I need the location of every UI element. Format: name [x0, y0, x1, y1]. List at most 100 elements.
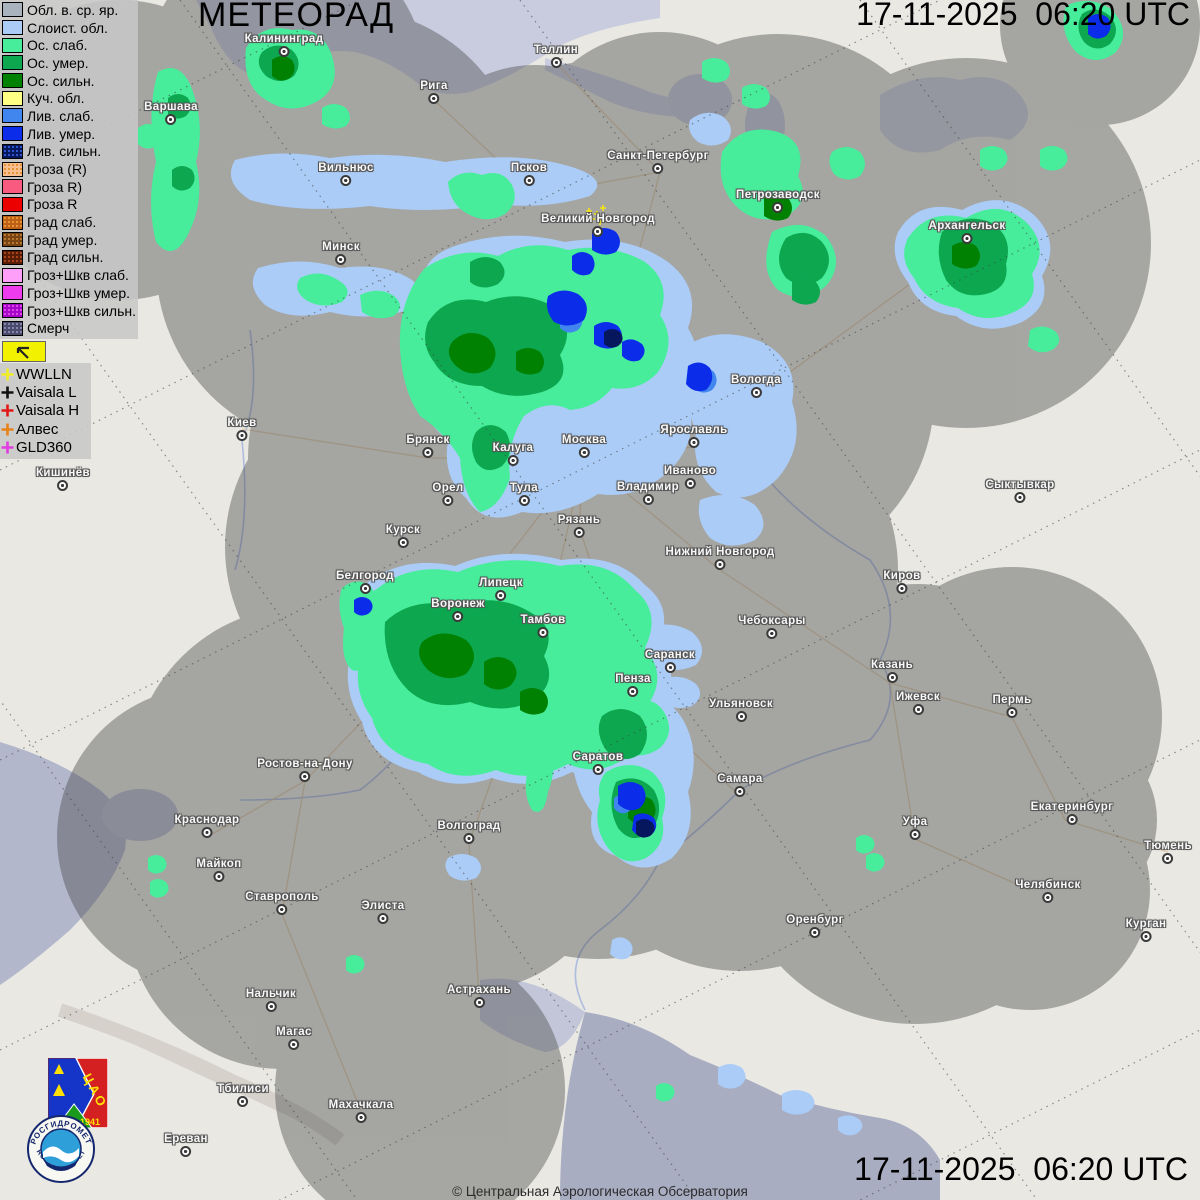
lightning-source-label: WWLLN	[16, 365, 72, 383]
precip-area-g_light	[525, 743, 554, 812]
legend-label: Лив. сильн.	[27, 143, 102, 160]
lightning-cross-icon	[1, 368, 14, 381]
precip-area-g_light	[856, 835, 875, 854]
legend-swatch	[2, 179, 23, 195]
lightning-source-row: Vaisala H	[1, 402, 91, 420]
legend-label: Гроза (R)	[27, 161, 87, 178]
legend-label: Гроза R)	[27, 178, 83, 195]
precip-area-shower_med	[546, 290, 587, 326]
legend-swatch	[2, 73, 23, 89]
legend-row: Обл. в. ср. яр.	[2, 1, 138, 19]
precip-area-g_med	[779, 232, 829, 285]
tornado-legend-icon	[2, 341, 46, 362]
legend-row: Ос. сильн.	[2, 72, 138, 90]
precip-area-g_dark	[516, 348, 544, 375]
precip-area-g_light	[1028, 326, 1060, 353]
legend-swatch	[2, 2, 23, 18]
precip-area-g_light	[742, 84, 770, 109]
precip-area-g_dark	[448, 332, 496, 374]
precip-area-stratus	[445, 854, 481, 881]
precip-area-g_med	[470, 257, 505, 288]
radar-coverage-circle	[275, 945, 565, 1200]
legend-row: Лив. слаб.	[2, 107, 138, 125]
legend-row: Смерч	[2, 319, 138, 337]
legend-swatch	[2, 90, 23, 106]
legend-row: Ос. умер.	[2, 54, 138, 72]
precip-area-g_dark	[952, 242, 980, 269]
precip-area-g_light	[360, 290, 400, 319]
legend-row: Гроз+Шкв сильн.	[2, 302, 138, 320]
radar-coverage-circle	[910, 770, 1150, 1010]
precip-area-g_light	[1040, 146, 1068, 171]
legend-swatch	[2, 285, 23, 301]
precip-area-g_light	[297, 273, 348, 306]
lightning-source-row: Vaisala L	[1, 383, 91, 401]
legend-label: Град сильн.	[27, 249, 104, 266]
legend-label: Гроз+Шкв умер.	[27, 284, 131, 301]
legend-label: Гроз+Шкв слаб.	[27, 267, 129, 284]
precip-area-stratus	[689, 112, 731, 146]
legend-swatch	[2, 232, 23, 248]
precip-area-stratus	[718, 1064, 746, 1089]
precip-area-stratus	[230, 153, 598, 211]
timestamp-top: 17-11-2025 06:20 UTC	[856, 0, 1190, 32]
legend-row: Слоист. обл.	[2, 19, 138, 37]
precip-area-g_light	[866, 853, 885, 872]
legend-swatch	[2, 196, 23, 212]
legend-swatch	[2, 249, 23, 265]
legend-swatch	[2, 126, 23, 142]
precip-area-shower_med	[592, 228, 620, 255]
precip-area-shower_dark	[636, 819, 655, 838]
precip-area-g_light	[980, 146, 1008, 171]
precip-area-g_med	[172, 166, 195, 191]
roshydromet-logo: РОСГИДРОМЕТ ROSHYDROMET	[27, 1115, 95, 1183]
lightning-source-label: Vaisala H	[16, 402, 80, 420]
precip-area-g_light	[148, 855, 167, 874]
precip-area-g_dark	[272, 56, 295, 81]
precip-area-g_light	[138, 124, 161, 149]
precip-area-g_light	[448, 172, 515, 220]
cao-year: 1941	[80, 1117, 100, 1127]
legend-swatch	[2, 267, 23, 283]
copyright: © Центральная Аэрологическая Обсерватори…	[452, 1184, 748, 1199]
radar-coverage-circle	[1000, 0, 1200, 125]
precip-area-g_med	[598, 709, 647, 760]
legend-row: Гроза R)	[2, 178, 138, 196]
lightning-strike-icon	[586, 208, 592, 214]
precip-area-stratus	[838, 1115, 863, 1136]
legend-label: Лив. слаб.	[27, 107, 95, 124]
legend-swatch	[2, 320, 23, 336]
legend-row: Гроза R	[2, 196, 138, 214]
precip-area-g_light	[322, 104, 350, 129]
lightning-cross-icon	[1, 386, 14, 399]
lightning-strike-icon	[597, 219, 603, 225]
precip-area-g_dark	[520, 688, 548, 715]
precipitation-layer	[138, 0, 1124, 1136]
precip-area-stratus	[698, 495, 764, 546]
lightning-cross-icon	[1, 404, 14, 417]
lightning-strike-layer	[586, 205, 606, 225]
radar-coverage-circle	[792, 585, 988, 781]
legend-label: Ос. слаб.	[27, 37, 88, 54]
precip-area-g_light	[346, 955, 365, 974]
legend-row: Град слаб.	[2, 213, 138, 231]
precip-legend: Обл. в. ср. яр. Слоист. обл. Ос. слаб. Ос. …	[0, 0, 138, 340]
precip-area-shower_med	[686, 362, 713, 392]
lightning-source-label: Алвес	[16, 420, 59, 438]
lightning-strike-icon	[589, 216, 595, 222]
lightning-source-label: Vaisala L	[16, 384, 77, 402]
lightning-strike-icon	[600, 205, 606, 211]
legend-label: Град умер.	[27, 231, 98, 248]
legend-label: Ос. сильн.	[27, 72, 95, 89]
precip-area-g_light	[702, 58, 730, 83]
precip-area-stratus	[517, 425, 573, 465]
legend-row: Град сильн.	[2, 249, 138, 267]
legend-row: Куч. обл.	[2, 89, 138, 107]
legend-swatch	[2, 143, 23, 159]
precip-area-g_med	[792, 278, 820, 305]
legend-label: Слоист. обл.	[27, 19, 108, 36]
legend-row: Лив. сильн.	[2, 143, 138, 161]
legend-label: Смерч	[27, 320, 70, 337]
